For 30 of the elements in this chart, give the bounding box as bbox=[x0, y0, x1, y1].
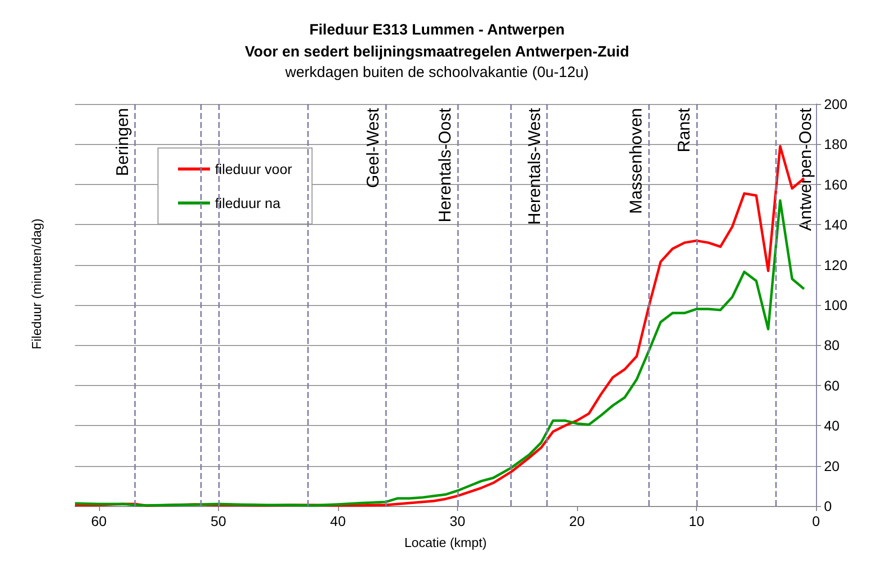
y-tick-label: 40 bbox=[824, 418, 840, 434]
x-axis-title: Locatie (kmpt) bbox=[404, 535, 487, 550]
y-tick-label: 160 bbox=[824, 176, 848, 192]
ref-line-label: Ranst bbox=[674, 108, 694, 152]
y-tick-label: 100 bbox=[824, 297, 848, 313]
y-tick-label: 140 bbox=[824, 216, 848, 233]
x-tick-label: 10 bbox=[688, 513, 704, 529]
y-tick-label: 80 bbox=[824, 337, 840, 354]
y-tick-label: 180 bbox=[824, 136, 848, 152]
annotation: Antwerpen-Oost bbox=[796, 108, 815, 231]
ref-line-label: Beringen bbox=[112, 108, 132, 176]
y-tick-label: 0 bbox=[824, 498, 832, 514]
x-tick-label: 50 bbox=[210, 513, 226, 529]
ref-line-label: Herentals-West bbox=[525, 108, 544, 225]
y-tick-label: 60 bbox=[824, 377, 840, 394]
legend-label: fileduur voor bbox=[215, 161, 292, 177]
x-tick-label: 20 bbox=[569, 513, 585, 529]
chart-subtitle: werkdagen buiten de schoolvakantie (0u-12u) bbox=[284, 64, 589, 81]
x-tick-label: 30 bbox=[450, 513, 466, 529]
y-axis-title: Fileduur (minuten/dag) bbox=[29, 218, 44, 350]
x-tick-label: 60 bbox=[91, 513, 107, 529]
y-tick-label: 200 bbox=[824, 96, 848, 112]
y-tick-label: 120 bbox=[824, 256, 848, 273]
ref-line-label: Massenhoven bbox=[626, 108, 646, 214]
ref-line-label: Herentals-Oost bbox=[435, 108, 454, 222]
x-tick-label: 0 bbox=[812, 513, 820, 529]
x-tick-label: 40 bbox=[330, 513, 346, 529]
legend-label: fileduur na bbox=[215, 195, 281, 211]
y-tick-label: 20 bbox=[824, 458, 840, 474]
ref-line-label: Geel-West bbox=[364, 108, 383, 188]
